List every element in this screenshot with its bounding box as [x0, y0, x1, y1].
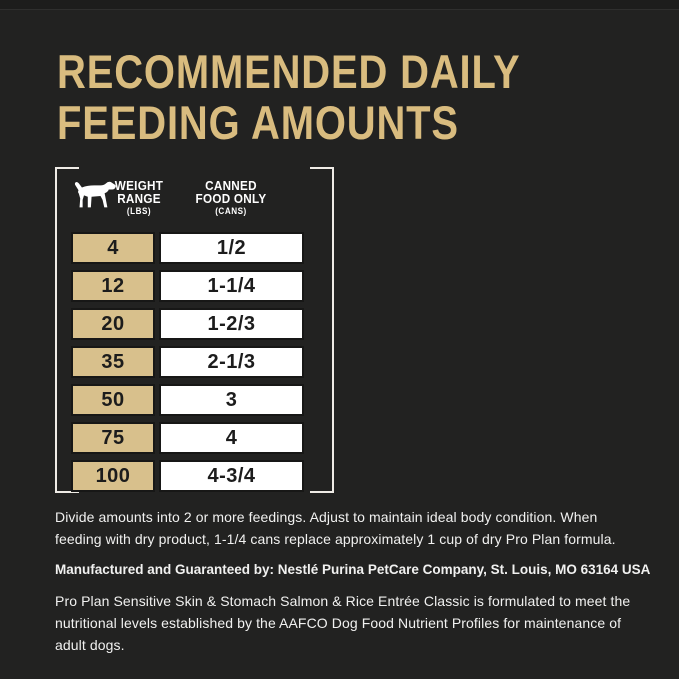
- feeding-note-line: Divide amounts into 2 or more feedings. …: [55, 509, 598, 525]
- cans-cell: 1-1/4: [159, 270, 304, 302]
- table-row: 35 2-1/3: [71, 346, 304, 378]
- canned-food-header: CANNED FOOD ONLY (CANS): [165, 179, 296, 217]
- weight-cell: 75: [71, 422, 155, 454]
- weight-cell: 100: [71, 460, 155, 492]
- cans-cell: 1/2: [159, 232, 304, 264]
- cans-cell: 4-3/4: [159, 460, 304, 492]
- table-content: WEIGHT RANGE (LBS) CANNED FOOD ONLY (CAN…: [71, 177, 304, 492]
- weight-header-unit: (LBS): [126, 206, 152, 216]
- weight-cell: 50: [71, 384, 155, 416]
- dog-silhouette-icon: [74, 181, 116, 208]
- weight-range-header: WEIGHT RANGE (LBS): [114, 179, 164, 217]
- table-row: 4 1/2: [71, 232, 304, 264]
- canned-header-line1: CANNED: [205, 178, 257, 193]
- feeding-table: WEIGHT RANGE (LBS) CANNED FOOD ONLY (CAN…: [55, 167, 334, 493]
- table-rows: 4 1/2 12 1-1/4 20 1-2/3 35 2-1/3 50 3 75…: [71, 232, 304, 492]
- aafco-statement-paragraph: Pro Plan Sensitive Skin & Stomach Salmon…: [55, 590, 655, 656]
- aafco-line: adult dogs.: [55, 637, 125, 653]
- manufacturer-line: Manufactured and Guaranteed by: Nestlé P…: [55, 562, 651, 577]
- top-edge-seam: [0, 0, 679, 10]
- cans-cell: 1-2/3: [159, 308, 304, 340]
- table-row: 75 4: [71, 422, 304, 454]
- table-row: 20 1-2/3: [71, 308, 304, 340]
- weight-cell: 4: [71, 232, 155, 264]
- cans-cell: 3: [159, 384, 304, 416]
- table-row: 100 4-3/4: [71, 460, 304, 492]
- manufacturer-paragraph: Manufactured and Guaranteed by: Nestlé P…: [55, 559, 655, 581]
- feeding-note-paragraph: Divide amounts into 2 or more feedings. …: [55, 506, 655, 550]
- table-row: 12 1-1/4: [71, 270, 304, 302]
- table-bracket-right: [310, 167, 334, 493]
- aafco-line: nutritional levels established by the AA…: [55, 615, 622, 631]
- canned-header-line2: FOOD ONLY: [195, 191, 267, 206]
- table-row: 50 3: [71, 384, 304, 416]
- weight-header-line2: RANGE: [117, 191, 161, 206]
- page-title-line2: FEEDING AMOUNTS: [57, 96, 459, 149]
- footer-text-block: Divide amounts into 2 or more feedings. …: [55, 506, 655, 656]
- canned-header-unit: (CANS): [215, 206, 247, 216]
- aafco-line: Pro Plan Sensitive Skin & Stomach Salmon…: [55, 593, 631, 609]
- page-title-line1: RECOMMENDED DAILY: [57, 45, 521, 98]
- table-header: WEIGHT RANGE (LBS) CANNED FOOD ONLY (CAN…: [71, 177, 304, 225]
- feeding-note-line: feeding with dry product, 1-1/4 cans rep…: [55, 531, 616, 547]
- page-title: RECOMMENDED DAILY FEEDING AMOUNTS: [57, 46, 521, 148]
- weight-cell: 35: [71, 346, 155, 378]
- weight-cell: 20: [71, 308, 155, 340]
- table-bracket-left: [55, 167, 79, 493]
- weight-header-line1: WEIGHT: [114, 178, 164, 193]
- weight-cell: 12: [71, 270, 155, 302]
- cans-cell: 2-1/3: [159, 346, 304, 378]
- cans-cell: 4: [159, 422, 304, 454]
